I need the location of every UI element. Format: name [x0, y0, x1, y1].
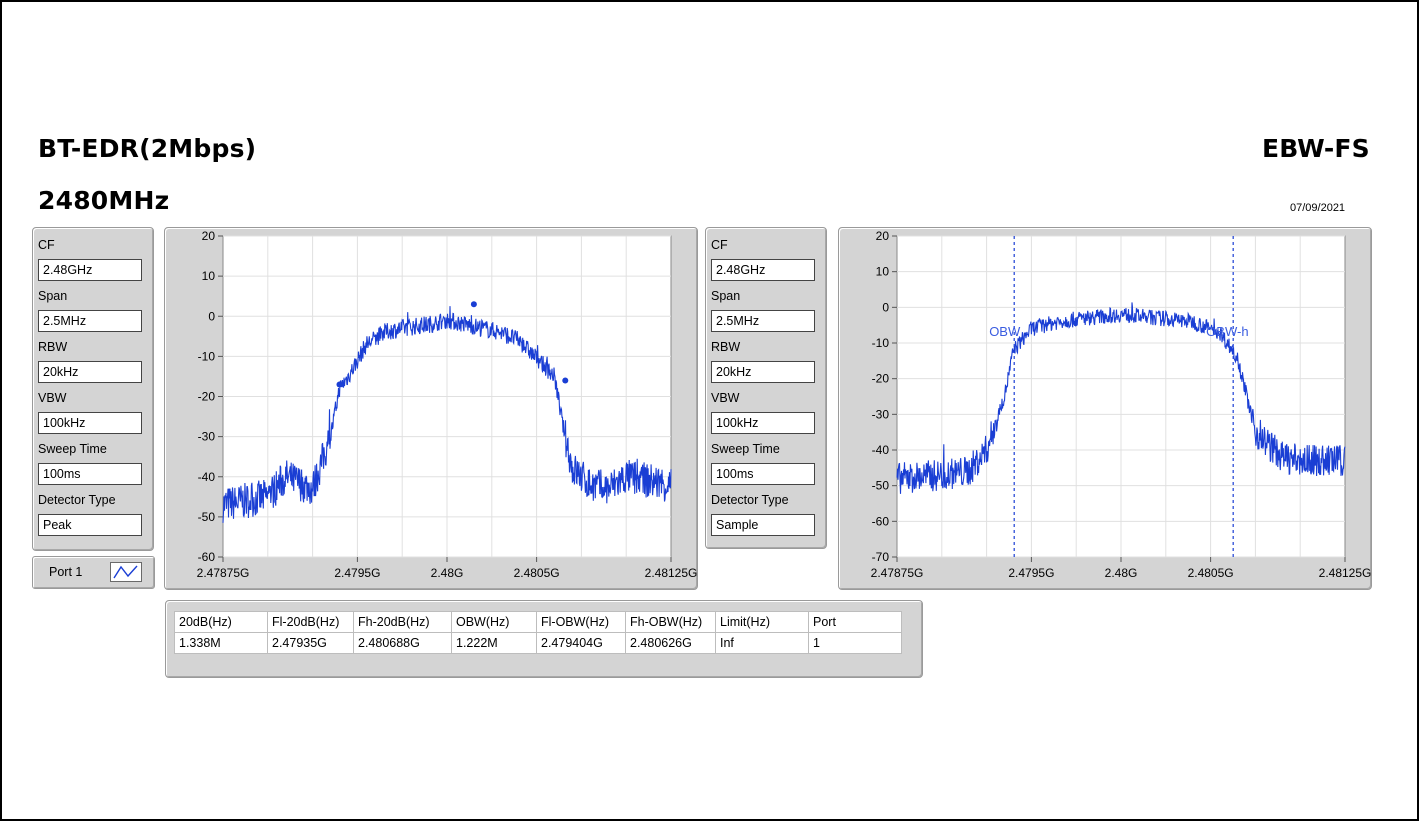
- port-selector-button[interactable]: Port 1: [32, 556, 155, 589]
- x-tick-label: 2.47875G: [871, 566, 924, 580]
- rbw-label: RBW: [38, 340, 68, 354]
- table-cell: 2.479404G: [536, 632, 626, 654]
- y-tick-label: -30: [198, 430, 216, 444]
- frequency-title: 2480MHz: [38, 186, 170, 215]
- spectrum-trace: [222, 306, 672, 523]
- table-cell: 1.338M: [174, 632, 268, 654]
- y-tick-label: 0: [208, 309, 215, 323]
- x-tick-label: 2.4805G: [1188, 566, 1234, 580]
- span-field[interactable]: 2.5MHz: [711, 310, 815, 332]
- y-tick-label: -20: [198, 390, 216, 404]
- spectrum-trace: [896, 302, 1346, 494]
- y-tick-label: -20: [872, 372, 890, 386]
- header-cell: Limit(Hz): [715, 611, 809, 633]
- y-tick-label: 10: [202, 269, 216, 283]
- x-tick-label: 2.47875G: [197, 566, 250, 580]
- sweep-time-label: Sweep Time: [711, 442, 780, 456]
- results-table: 20dB(Hz) Fl-20dB(Hz) Fh-20dB(Hz) OBW(Hz)…: [174, 611, 902, 654]
- port-label: Port 1: [49, 565, 83, 579]
- mode-title: BT-EDR(2Mbps): [38, 134, 257, 163]
- y-tick-label: -40: [198, 470, 216, 484]
- peak-spectrum-chart: 20 10 0 -10 -20 -30 -40 -50 -60 2.47875G 2.4795G 2.…: [164, 227, 698, 590]
- y-tick-label: -50: [198, 510, 216, 524]
- x-tick-label: 2.4795G: [334, 566, 380, 580]
- table-cell: 1.222M: [451, 632, 537, 654]
- y-tick-label: -10: [872, 336, 890, 350]
- obw-label: OBW: [989, 324, 1021, 339]
- trace-marker: [470, 301, 477, 308]
- span-field[interactable]: 2.5MHz: [38, 310, 142, 332]
- header-cell: Fl-OBW(Hz): [536, 611, 626, 633]
- rbw-field[interactable]: 20kHz: [711, 361, 815, 383]
- vbw-field[interactable]: 100kHz: [38, 412, 142, 434]
- table-cell: 2.480626G: [625, 632, 716, 654]
- x-tick-label: 2.48G: [431, 566, 464, 580]
- sample-spectrum-plot: 20 10 0 -10 -20 -30 -40 -50 -60 -70 2.47875G 2.4795…: [871, 229, 1371, 580]
- right-settings-panel: CF 2.48GHz Span 2.5MHz RBW 20kHz VBW 100…: [705, 227, 827, 549]
- header-cell: Fh-OBW(Hz): [625, 611, 716, 633]
- cf-label: CF: [711, 238, 728, 252]
- y-tick-label: 10: [876, 265, 890, 279]
- sample-spectrum-chart: 20 10 0 -10 -20 -30 -40 -50 -60 -70 2.47875G 2.4795…: [838, 227, 1372, 590]
- y-tick-label: -30: [872, 407, 890, 421]
- detector-type-label: Detector Type: [711, 493, 789, 507]
- x-tick-label: 2.48G: [1105, 566, 1138, 580]
- x-tick-label: 2.4805G: [514, 566, 560, 580]
- y-tick-label: 20: [202, 229, 216, 243]
- table-cell: 2.47935G: [267, 632, 354, 654]
- vbw-label: VBW: [38, 391, 67, 405]
- rbw-field[interactable]: 20kHz: [38, 361, 142, 383]
- header-cell: OBW(Hz): [451, 611, 537, 633]
- sweep-time-label: Sweep Time: [38, 442, 107, 456]
- y-tick-label: -40: [872, 443, 890, 457]
- x-tick-label: 2.48125G: [645, 566, 697, 580]
- left-settings-panel: CF 2.48GHz Span 2.5MHz RBW 20kHz VBW 100…: [32, 227, 154, 551]
- y-tick-label: 20: [876, 229, 890, 243]
- y-tick-label: -50: [872, 479, 890, 493]
- date-label: 07/09/2021: [1290, 202, 1346, 214]
- obw-label: OBW-h: [1206, 324, 1248, 339]
- sweep-time-field[interactable]: 100ms: [38, 463, 142, 485]
- sweep-time-field[interactable]: 100ms: [711, 463, 815, 485]
- detector-type-label: Detector Type: [38, 493, 116, 507]
- results-table-panel: 20dB(Hz) Fl-20dB(Hz) Fh-20dB(Hz) OBW(Hz)…: [165, 600, 923, 678]
- cf-field[interactable]: 2.48GHz: [38, 259, 142, 281]
- header-cell: Fh-20dB(Hz): [353, 611, 452, 633]
- table-header-row: 20dB(Hz) Fl-20dB(Hz) Fh-20dB(Hz) OBW(Hz)…: [174, 611, 902, 633]
- detector-type-field[interactable]: Sample: [711, 514, 815, 536]
- span-label: Span: [711, 289, 741, 303]
- header-cell: Fl-20dB(Hz): [267, 611, 354, 633]
- rbw-label: RBW: [711, 340, 741, 354]
- table-cell: 1: [808, 632, 902, 654]
- y-tick-label: 0: [882, 300, 889, 314]
- trace-marker: [562, 377, 569, 384]
- peak-spectrum-plot: 20 10 0 -10 -20 -30 -40 -50 -60 2.47875G 2.4795G 2.…: [197, 229, 697, 580]
- detector-type-field[interactable]: Peak: [38, 514, 142, 536]
- header-cell: 20dB(Hz): [174, 611, 268, 633]
- span-label: Span: [38, 289, 68, 303]
- x-tick-label: 2.4795G: [1008, 566, 1054, 580]
- y-tick-label: -60: [198, 550, 216, 564]
- cf-label: CF: [38, 238, 55, 252]
- table-cell: Inf: [715, 632, 809, 654]
- vbw-field[interactable]: 100kHz: [711, 412, 815, 434]
- waveform-icon: [110, 562, 142, 582]
- y-tick-label: -60: [872, 514, 890, 528]
- test-name-title: EBW-FS: [1262, 134, 1370, 163]
- y-tick-label: -10: [198, 349, 216, 363]
- cf-field[interactable]: 2.48GHz: [711, 259, 815, 281]
- y-tick-label: -70: [872, 550, 890, 564]
- table-row: 1.338M 2.47935G 2.480688G 1.222M 2.47940…: [174, 632, 902, 654]
- vbw-label: VBW: [711, 391, 740, 405]
- trace-marker: [336, 381, 343, 388]
- header-cell: Port: [808, 611, 902, 633]
- x-tick-label: 2.48125G: [1319, 566, 1371, 580]
- table-cell: 2.480688G: [353, 632, 452, 654]
